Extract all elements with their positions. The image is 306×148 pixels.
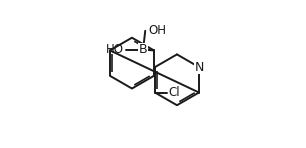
Text: N: N [194,61,204,74]
Text: OH: OH [149,24,167,37]
Text: HO: HO [106,43,124,56]
Text: Cl: Cl [168,86,180,99]
Text: B: B [139,43,147,56]
